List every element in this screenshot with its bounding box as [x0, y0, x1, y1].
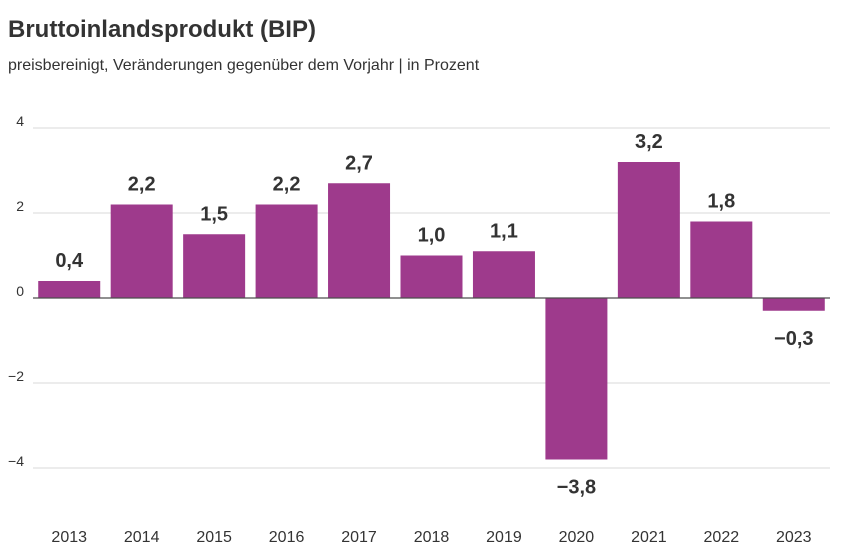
data-label-2015: 1,5	[200, 203, 228, 225]
data-label-2019: 1,1	[490, 220, 518, 242]
x-tick-label: 2023	[776, 529, 812, 546]
bar-2013	[38, 281, 101, 298]
bar-2019	[472, 251, 535, 298]
data-label-2021: 3,2	[635, 131, 663, 153]
chart-subtitle: preisbereinigt, Veränderungen gegenüber …	[8, 57, 480, 74]
x-tick-label: 2018	[414, 529, 450, 546]
y-tick-label: −2	[8, 368, 24, 384]
data-label-2023: −0,3	[774, 328, 813, 350]
data-label-2014: 2,2	[128, 174, 156, 196]
x-tick-label: 2019	[486, 529, 522, 546]
y-tick-label: 2	[16, 198, 24, 214]
bar-2016	[255, 204, 318, 298]
data-label-2013: 0,4	[55, 250, 84, 272]
x-tick-label: 2022	[704, 529, 740, 546]
x-tick-label: 2017	[341, 529, 377, 546]
x-tick-label: 2013	[51, 529, 87, 546]
bar-2020	[545, 298, 608, 460]
bar-2014	[110, 204, 173, 298]
data-label-2016: 2,2	[273, 174, 301, 196]
chart-title: Bruttoinlandsprodukt (BIP)	[8, 16, 316, 43]
data-label-2022: 1,8	[707, 191, 735, 213]
x-tick-label: 2015	[196, 529, 232, 546]
bar-2017	[328, 183, 391, 298]
data-labels: 0,4 2,2 1,5 2,2 2,7 1,0 1,1 −3,8 3,2 1,8 −0,3	[55, 131, 813, 499]
x-tick-label: 2020	[559, 529, 595, 546]
bars	[38, 162, 825, 460]
bar-2015	[183, 234, 246, 298]
y-tick-label: 4	[16, 113, 24, 129]
x-tick-label: 2014	[124, 529, 160, 546]
x-tick-label: 2016	[269, 529, 305, 546]
data-label-2018: 1,0	[418, 225, 446, 247]
x-tick-label: 2021	[631, 529, 667, 546]
bar-2021	[617, 162, 680, 298]
y-tick-label: −4	[8, 453, 24, 469]
bar-2018	[400, 255, 463, 298]
data-label-2020: −3,8	[557, 477, 596, 499]
data-label-2017: 2,7	[345, 152, 373, 174]
y-axis-ticks: 4 2 0 −2 −4	[8, 113, 24, 469]
bar-2023	[762, 298, 825, 311]
bar-2022	[690, 221, 753, 298]
y-tick-label: 0	[16, 283, 24, 299]
x-axis-ticks: 2013 2014 2015 2016 2017 2018 2019 2020 2021 2022…	[51, 529, 811, 546]
